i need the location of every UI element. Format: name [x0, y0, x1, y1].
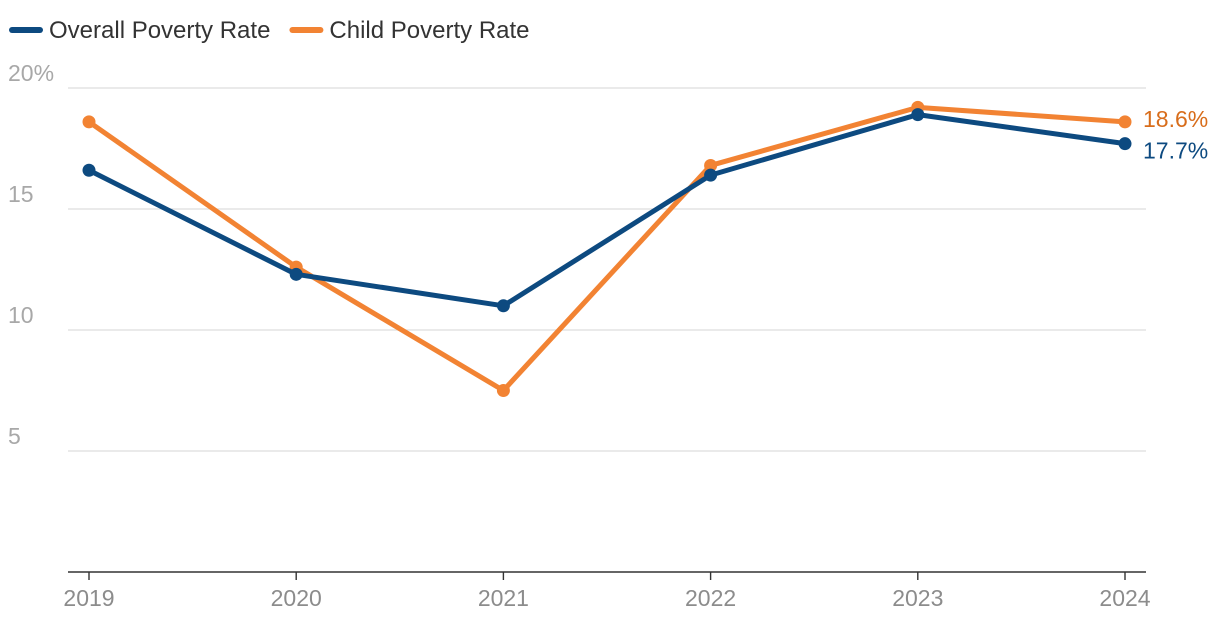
child-poverty-rate-series: 18.6%	[82, 100, 1208, 397]
axes: 20% 15 10 5 2019 2020 2021 2022 2023 2024	[8, 60, 1151, 611]
legend-label: Overall Poverty Rate	[49, 17, 270, 44]
legend-item-overall-poverty-rate: Overall Poverty Rate	[9, 17, 270, 44]
x-tick-label: 2021	[478, 585, 529, 611]
overall-poverty-rate-point	[704, 168, 718, 182]
x-tick-label: 2024	[1099, 585, 1150, 611]
child-poverty-rate-point	[704, 158, 718, 172]
y-tick-label: 10	[8, 302, 34, 328]
overall-poverty-rate-point	[289, 267, 303, 281]
x-tick-label: 2019	[63, 585, 114, 611]
child-poverty-rate-point	[496, 384, 510, 397]
overall-poverty-rate-series: 17.7%	[82, 108, 1208, 313]
overall-poverty-rate-point	[82, 163, 96, 177]
legend-label: Child Poverty Rate	[329, 17, 529, 44]
child-poverty-rate-end-label: 18.6%	[1143, 106, 1208, 132]
legend: Overall Poverty Rate Child Poverty Rate	[9, 17, 530, 44]
x-tick-label: 2020	[271, 585, 322, 611]
x-tick-label: 2022	[685, 585, 736, 611]
child-poverty-rate-line	[86, 104, 1128, 393]
gridlines	[68, 87, 1146, 452]
overall-poverty-rate-line	[86, 112, 1128, 309]
child-poverty-rate-point	[1118, 115, 1132, 129]
legend-item-child-poverty-rate: Child Poverty Rate	[289, 17, 530, 44]
y-tick-label: 5	[8, 423, 21, 449]
overall-poverty-rate-point	[496, 299, 510, 313]
series-lines: 18.6% 17.7%	[82, 100, 1208, 397]
y-tick-label: 15	[8, 181, 34, 207]
y-tick-label: 20%	[8, 60, 54, 86]
overall-poverty-rate-end-label: 17.7%	[1143, 138, 1208, 164]
x-tick-label: 2023	[892, 585, 943, 611]
overall-poverty-rate-point	[911, 108, 925, 122]
overall-poverty-rate-point	[1118, 137, 1132, 151]
child-poverty-rate-point	[82, 115, 96, 129]
